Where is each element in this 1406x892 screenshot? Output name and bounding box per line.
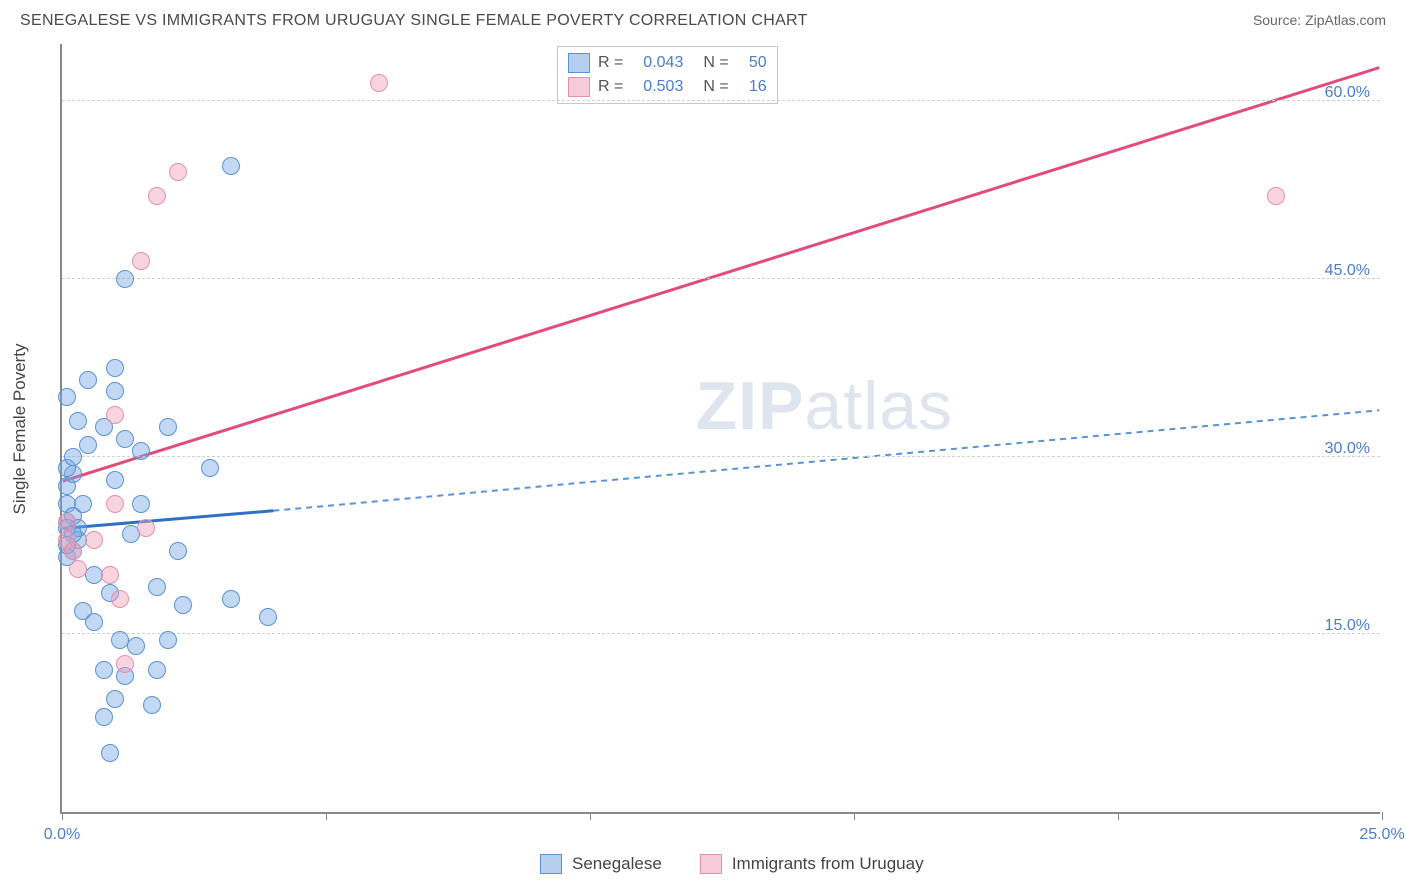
scatter-point — [85, 613, 103, 631]
watermark-atlas: atlas — [804, 368, 953, 444]
scatter-point — [159, 631, 177, 649]
scatter-point — [95, 708, 113, 726]
n-value: 50 — [737, 54, 767, 72]
legend-row: R = 0.503 N = 16 — [568, 75, 767, 99]
legend-swatch — [568, 77, 590, 97]
r-value: 0.043 — [631, 54, 683, 72]
scatter-point — [148, 578, 166, 596]
n-value: 16 — [737, 78, 767, 96]
scatter-point — [174, 596, 192, 614]
scatter-point — [85, 531, 103, 549]
gridline — [62, 456, 1380, 457]
legend-label: Immigrants from Uruguay — [732, 854, 924, 874]
series-legend: Senegalese Immigrants from Uruguay — [540, 854, 952, 874]
scatter-point — [132, 252, 150, 270]
scatter-point — [64, 448, 82, 466]
scatter-point — [69, 412, 87, 430]
y-tick-label: 60.0% — [1325, 84, 1370, 102]
legend-swatch — [540, 854, 562, 874]
correlation-legend: R = 0.043 N = 50 R = 0.503 N = 16 — [557, 46, 778, 104]
scatter-point — [79, 436, 97, 454]
plot-wrap: Single Female Poverty ZIPatlas R =0.043N… — [40, 44, 1380, 814]
y-tick-label: 15.0% — [1325, 617, 1370, 635]
x-tick-label: 0.0% — [44, 826, 80, 844]
x-tick — [326, 812, 327, 820]
scatter-point — [58, 388, 76, 406]
scatter-point — [1267, 187, 1285, 205]
scatter-point — [58, 513, 76, 531]
scatter-point — [222, 157, 240, 175]
scatter-point — [143, 696, 161, 714]
scatter-point — [74, 495, 92, 513]
x-tick-label: 25.0% — [1359, 826, 1404, 844]
chart-source: Source: ZipAtlas.com — [1253, 12, 1386, 28]
trend-line — [63, 511, 274, 529]
x-tick — [62, 812, 63, 820]
scatter-point — [137, 519, 155, 537]
y-tick-label: 45.0% — [1325, 262, 1370, 280]
scatter-point — [132, 495, 150, 513]
scatter-point — [148, 661, 166, 679]
scatter-point — [106, 359, 124, 377]
scatter-point — [111, 590, 129, 608]
scatter-point — [106, 382, 124, 400]
chart-title: SENEGALESE VS IMMIGRANTS FROM URUGUAY SI… — [20, 12, 808, 30]
scatter-point — [106, 690, 124, 708]
scatter-point — [101, 744, 119, 762]
plot-area: ZIPatlas R = 0.043 N = 50 R = 0.503 N = 16 15.0… — [60, 44, 1380, 814]
gridline — [62, 100, 1380, 101]
y-tick-label: 30.0% — [1325, 440, 1370, 458]
scatter-point — [159, 418, 177, 436]
x-tick — [1118, 812, 1119, 820]
scatter-point — [132, 442, 150, 460]
n-label: N = — [703, 54, 728, 72]
scatter-point — [106, 471, 124, 489]
scatter-point — [127, 637, 145, 655]
scatter-point — [370, 74, 388, 92]
x-tick — [1382, 812, 1383, 820]
gridline — [62, 633, 1380, 634]
scatter-point — [116, 270, 134, 288]
scatter-point — [69, 560, 87, 578]
scatter-point — [106, 495, 124, 513]
chart-header: SENEGALESE VS IMMIGRANTS FROM URUGUAY SI… — [0, 0, 1406, 34]
trend-lines-layer — [62, 44, 1380, 812]
legend-swatch — [568, 53, 590, 73]
watermark-zip: ZIP — [696, 368, 805, 444]
scatter-point — [222, 590, 240, 608]
scatter-point — [79, 371, 97, 389]
n-label: N = — [703, 78, 728, 96]
y-axis-title: Single Female Poverty — [10, 343, 30, 514]
scatter-point — [64, 542, 82, 560]
scatter-point — [95, 661, 113, 679]
scatter-point — [169, 542, 187, 560]
r-value: 0.503 — [631, 78, 683, 96]
scatter-point — [201, 459, 219, 477]
scatter-point — [116, 430, 134, 448]
scatter-point — [106, 406, 124, 424]
legend-row: R = 0.043 N = 50 — [568, 51, 767, 75]
x-tick — [590, 812, 591, 820]
scatter-point — [116, 655, 134, 673]
scatter-point — [169, 163, 187, 181]
r-label: R = — [598, 78, 623, 96]
gridline — [62, 278, 1380, 279]
x-tick — [854, 812, 855, 820]
trend-line — [63, 68, 1380, 482]
scatter-point — [148, 187, 166, 205]
trend-line-extrapolated — [273, 410, 1379, 510]
legend-label: Senegalese — [572, 854, 662, 874]
legend-swatch — [700, 854, 722, 874]
r-label: R = — [598, 54, 623, 72]
scatter-point — [101, 566, 119, 584]
scatter-point — [259, 608, 277, 626]
watermark: ZIPatlas — [696, 367, 953, 445]
